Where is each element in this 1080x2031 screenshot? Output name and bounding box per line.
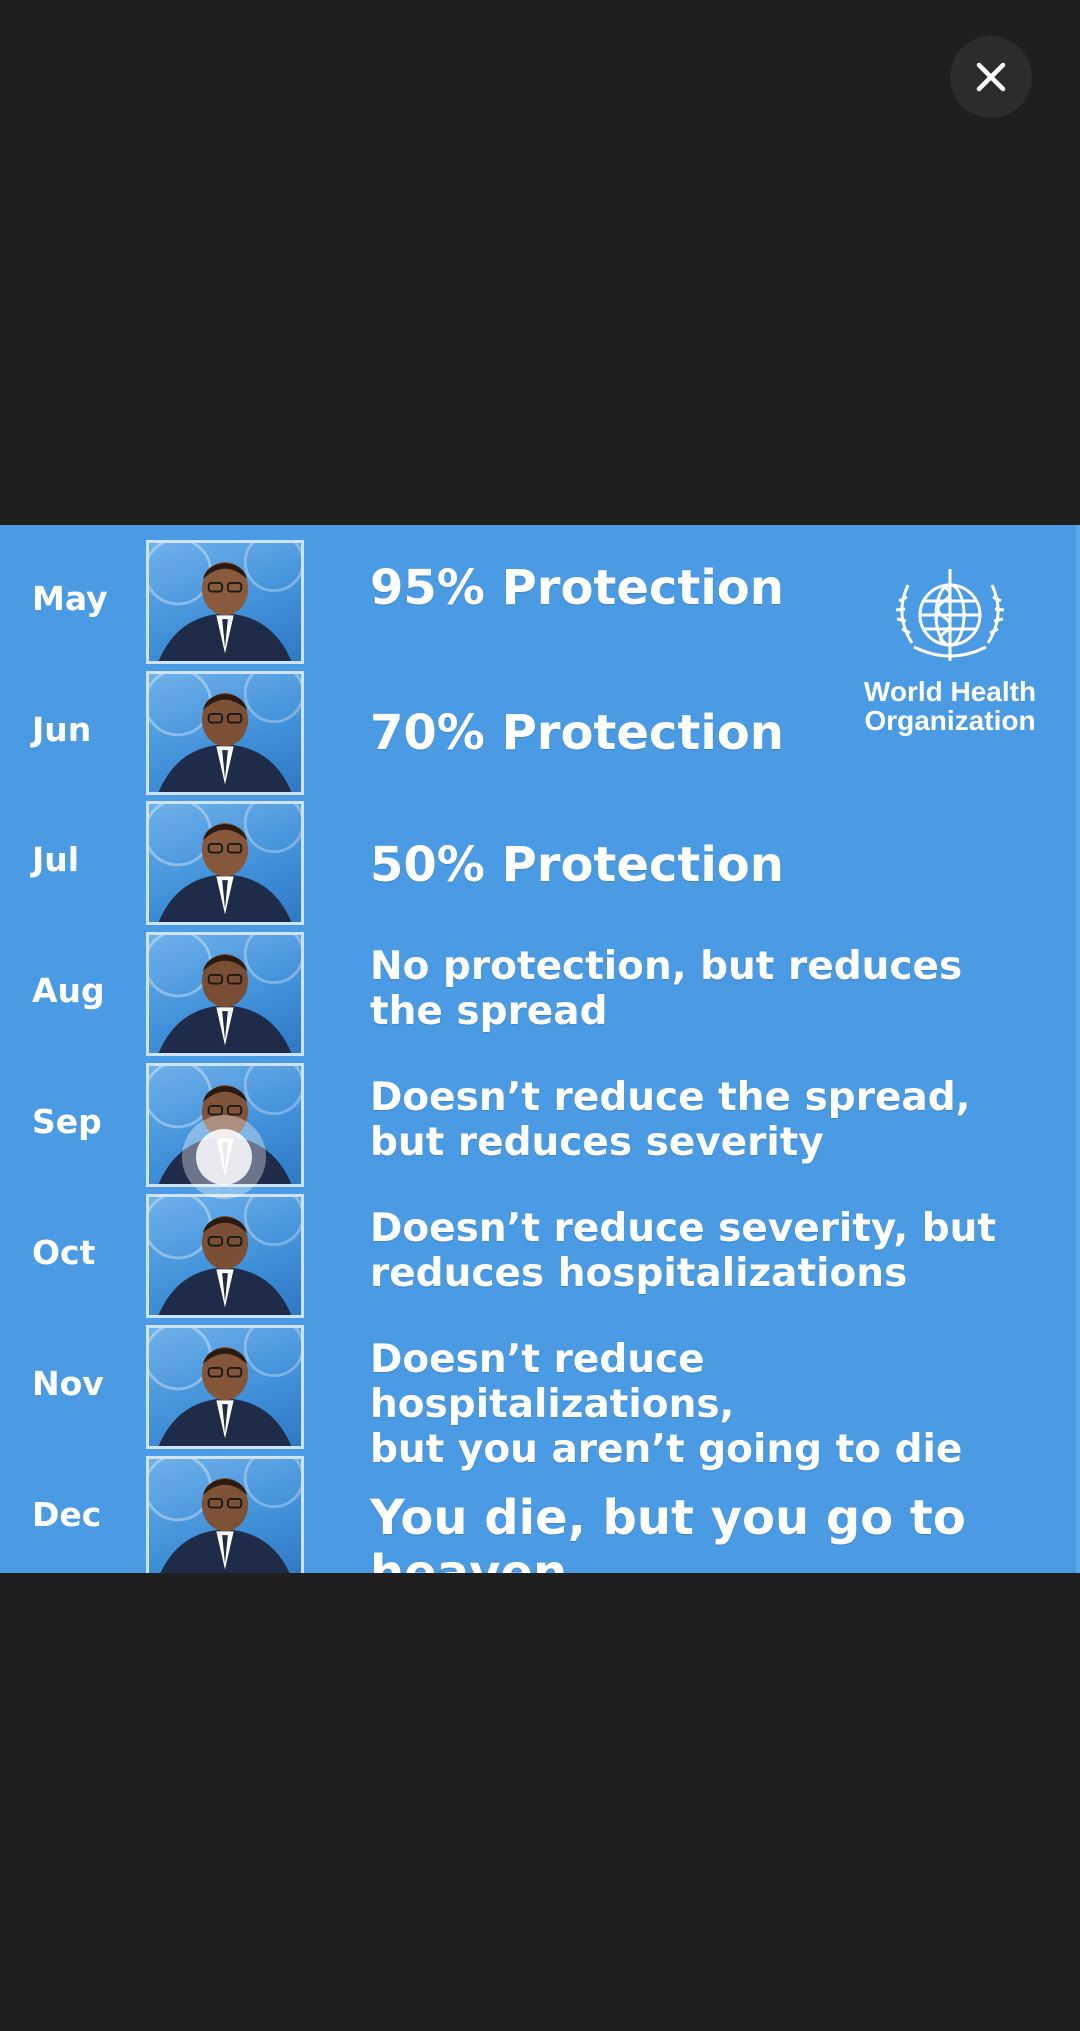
protection-caption: 50% Protection <box>370 837 1060 893</box>
caption-line: No protection, but reduces <box>370 944 963 989</box>
close-button[interactable] <box>950 36 1032 118</box>
timeline-row: Sep Doesn’t reduce the spread, but reduces… <box>0 1060 1080 1191</box>
caption-line: 95% Protection <box>370 560 784 616</box>
month-label: Aug <box>32 971 105 1010</box>
meme-image: Dec You die, but you go to heaven Nov Doesn… <box>0 525 1080 1573</box>
who-name-line2: Organization <box>864 705 1036 737</box>
month-label: Jul <box>32 840 80 879</box>
who-name-line1: World Health <box>863 676 1037 707</box>
month-label: Jun <box>32 710 92 749</box>
caption-line: 70% Protection <box>370 705 784 761</box>
protection-caption: Doesn’t reduce hospitalizations, but you … <box>370 1337 1060 1473</box>
who-emblem-icon <box>895 569 1005 661</box>
month-label: Nov <box>32 1364 104 1403</box>
speaker-photo <box>146 1456 304 1573</box>
month-label: Dec <box>32 1495 102 1534</box>
speaker-photo <box>146 801 304 925</box>
timeline-row: Aug No protection, but reduces the spread <box>0 929 1080 1060</box>
speaker-photo <box>146 932 304 1056</box>
caption-line: but you aren’t going to die <box>370 1426 963 1472</box>
protection-caption: Doesn’t reduce the spread, but reduces se… <box>370 1075 1060 1166</box>
speaker-photo <box>146 1194 304 1318</box>
month-label: Sep <box>32 1102 102 1141</box>
caption-line: the spread <box>370 988 608 1034</box>
month-label: May <box>32 579 108 618</box>
protection-caption: Doesn’t reduce severity, but reduces hosp… <box>370 1206 1060 1297</box>
scroll-handle[interactable] <box>182 1115 266 1199</box>
protection-caption: You die, but you go to heaven <box>370 1490 1060 1573</box>
protection-caption: No protection, but reduces the spread <box>370 944 1060 1035</box>
timeline-row: Dec You die, but you go to heaven <box>0 1453 1080 1573</box>
close-icon <box>976 62 1006 92</box>
month-label: Oct <box>32 1233 96 1272</box>
caption-line: 50% Protection <box>370 837 784 893</box>
speaker-photo <box>146 1325 304 1449</box>
timeline-row: Nov Doesn’t reduce hospitalizations, but y… <box>0 1322 1080 1472</box>
caption-line: You die, but you go to heaven <box>370 1490 966 1573</box>
speaker-photo <box>146 540 304 664</box>
timeline-row: Oct Doesn’t reduce severity, but reduces h… <box>0 1191 1080 1322</box>
caption-line: Doesn’t reduce severity, but <box>370 1206 997 1251</box>
caption-line: reduces hospitalizations <box>370 1250 908 1296</box>
protection-caption: 95% Protection <box>370 560 1060 616</box>
timeline-row: May 95% Protection <box>0 537 1080 668</box>
who-logo: World Health Organization <box>855 563 1045 736</box>
timeline-row: Jul 50% Protection <box>0 798 1080 929</box>
protection-caption: 70% Protection <box>370 705 1060 761</box>
speaker-photo <box>146 671 304 795</box>
caption-line: but reduces severity <box>370 1119 824 1165</box>
timeline-row: Jun 70% Protection <box>0 668 1080 799</box>
caption-line: Doesn’t reduce hospitalizations, <box>370 1337 735 1427</box>
caption-line: Doesn’t reduce the spread, <box>370 1075 971 1120</box>
